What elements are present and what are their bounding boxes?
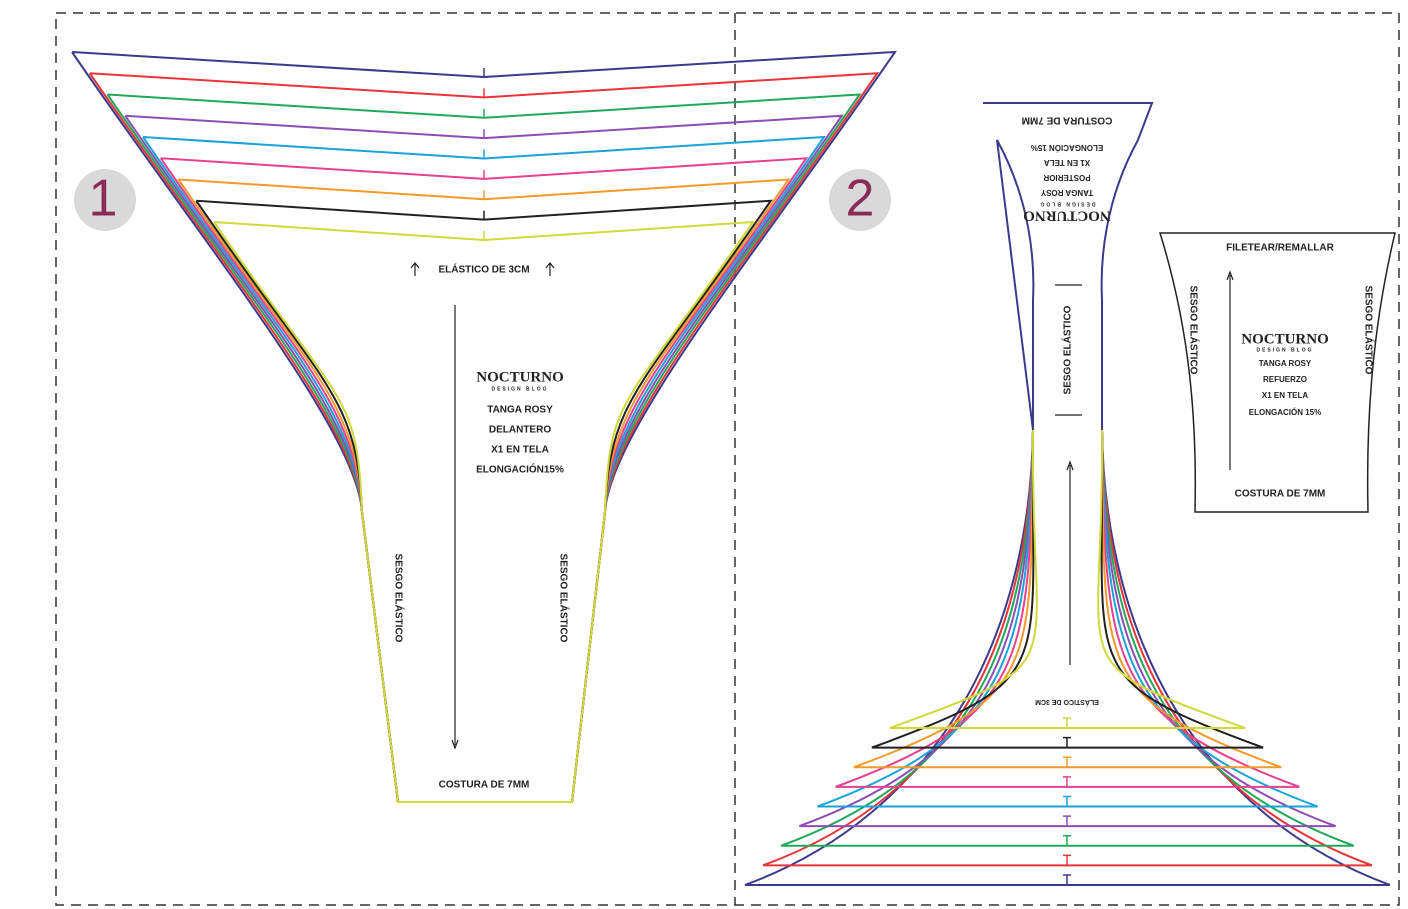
info: X1 EN TELA bbox=[491, 445, 549, 456]
number-badge bbox=[74, 169, 136, 231]
side-label: SESGO ELÁSTICO bbox=[1187, 286, 1200, 375]
size-outline bbox=[480, 68, 488, 78]
grain-arrow bbox=[1226, 270, 1234, 470]
brand: NOCTURNO bbox=[476, 369, 564, 385]
size-outline bbox=[817, 429, 1318, 808]
label: FILETEAR/REMALLAR bbox=[1226, 243, 1335, 254]
piece-number: 1 bbox=[89, 170, 118, 228]
info: DELANTERO bbox=[489, 425, 551, 436]
piece-number: 2 bbox=[846, 170, 875, 228]
size-outline bbox=[1063, 776, 1071, 787]
info: TANGA ROSY bbox=[487, 405, 553, 416]
brand-sub: DESIGN BLOG bbox=[491, 386, 548, 392]
number-badge bbox=[829, 169, 891, 231]
label: COSTURA DE 7MM bbox=[1235, 489, 1326, 500]
size-outline bbox=[983, 102, 1154, 431]
info: TANGA ROSY bbox=[1259, 359, 1312, 368]
grain-arrow bbox=[1055, 284, 1082, 665]
size-outline bbox=[1063, 756, 1071, 768]
grain-arrow bbox=[410, 262, 555, 750]
size-outline bbox=[480, 169, 488, 180]
size-outline bbox=[1063, 835, 1071, 846]
size-outline bbox=[480, 190, 488, 200]
brand-sub: DESIGN BLOG bbox=[1256, 347, 1313, 353]
size-outline bbox=[1063, 874, 1071, 885]
size-outline bbox=[1158, 232, 1396, 513]
size-outline bbox=[480, 88, 488, 99]
size-outline bbox=[480, 149, 488, 160]
info: X1 EN TELA bbox=[1044, 158, 1090, 167]
label: ELÁSTICO DE 3CM bbox=[1035, 698, 1099, 707]
size-outline bbox=[1063, 854, 1071, 866]
size-outline bbox=[71, 50, 897, 803]
size-outline bbox=[1063, 736, 1071, 748]
info: ELONGACIÓN 15% bbox=[1031, 143, 1103, 152]
size-outline bbox=[1063, 717, 1071, 728]
brand-sub: DESIGN BLOG bbox=[1038, 201, 1095, 207]
size-outline bbox=[1063, 795, 1071, 807]
cut-border bbox=[55, 12, 1400, 906]
info: REFUERZO bbox=[1263, 375, 1307, 384]
brand: NOCTURNO bbox=[1023, 208, 1111, 224]
side-label: SESGO ELÁSTICO bbox=[1061, 305, 1074, 394]
info: ELONGACIÓN15% bbox=[476, 463, 564, 476]
size-outline bbox=[106, 93, 862, 803]
size-outline bbox=[889, 429, 1246, 729]
size-outline bbox=[195, 199, 773, 803]
info: TANGA ROSY bbox=[1040, 188, 1093, 197]
side-label: SESGO ELÁSTICO bbox=[1362, 286, 1375, 375]
size-outline bbox=[159, 157, 809, 803]
size-outline bbox=[480, 108, 488, 119]
size-outline bbox=[480, 231, 488, 241]
side-label: SESGO ELÁSTICO bbox=[392, 554, 405, 643]
info: X1 EN TELA bbox=[1262, 391, 1308, 400]
pattern-shapes bbox=[71, 50, 1396, 886]
brand: NOCTURNO bbox=[1241, 331, 1329, 347]
label: COSTURA DE 7MM bbox=[1022, 114, 1113, 125]
side-label: SESGO ELÁSTICO bbox=[557, 554, 570, 643]
size-outline bbox=[480, 210, 488, 221]
size-outline bbox=[1063, 815, 1071, 827]
label: COSTURA DE 7MM bbox=[439, 780, 530, 791]
info: POSTERIOR bbox=[1043, 173, 1090, 182]
size-outline bbox=[213, 220, 755, 803]
info: ELONGACIÓN 15% bbox=[1249, 408, 1321, 417]
size-outline bbox=[835, 429, 1300, 788]
size-outline bbox=[480, 129, 488, 139]
size-outline bbox=[88, 72, 880, 803]
label: ELÁSTICO DE 3CM bbox=[438, 263, 529, 276]
